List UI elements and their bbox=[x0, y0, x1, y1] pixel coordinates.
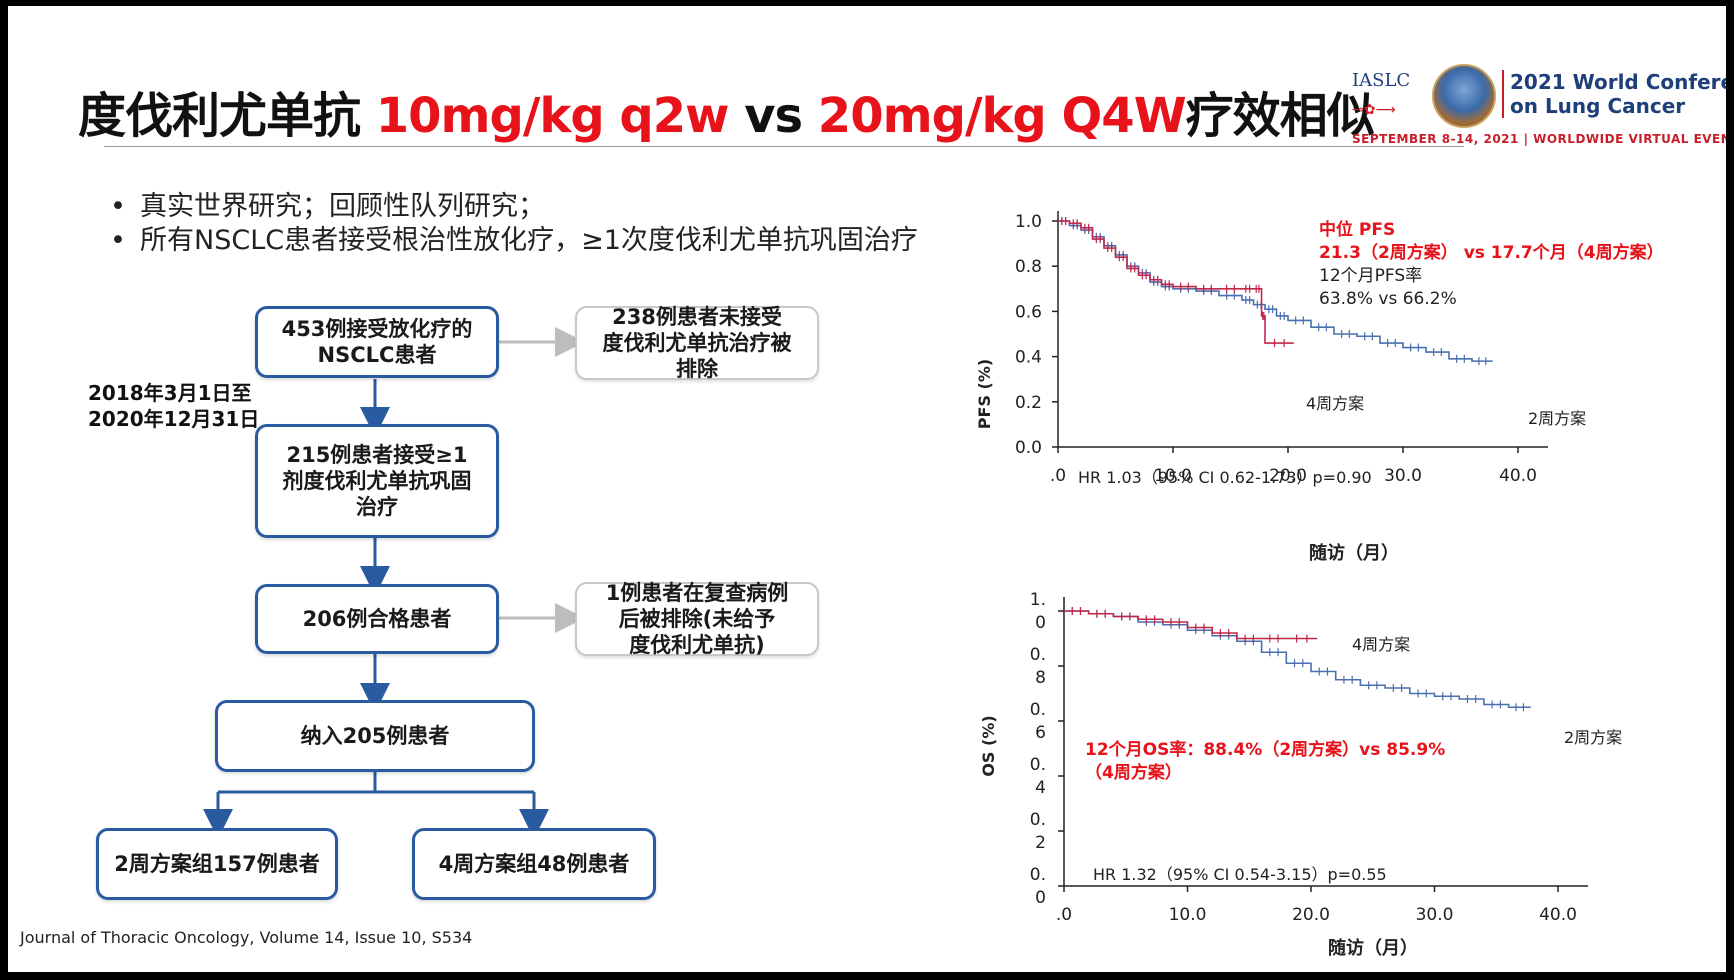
bullet-dot-icon: • bbox=[110, 225, 126, 256]
os-y-tick-label: 0. bbox=[1030, 810, 1046, 830]
citation: Journal of Thoracic Oncology, Volume 14,… bbox=[20, 928, 473, 947]
os-x-tick-label: .0 bbox=[1056, 905, 1072, 925]
lung-icon: ⊸✿⟶ bbox=[1352, 102, 1396, 118]
title-part4: 20mg/kg Q4W bbox=[817, 88, 1187, 144]
pfs-series-line-1 bbox=[1058, 220, 1294, 344]
flow-box-q4w-48: 4周方案组48例患者 bbox=[412, 828, 656, 900]
flow-box-205: 纳入205例患者 bbox=[215, 700, 535, 772]
os-x-tick-label: 30.0 bbox=[1416, 905, 1454, 925]
pfs-x-tick-label: 10.0 bbox=[1154, 466, 1192, 486]
pfs-annotation-12m-label: 12个月PFS率 bbox=[1319, 266, 1422, 286]
os-y-tick-label: 0 bbox=[1035, 888, 1046, 908]
os-x-tick-label: 10.0 bbox=[1169, 905, 1207, 925]
pfs-x-tick-label: 40.0 bbox=[1499, 466, 1537, 486]
pfs-ylabel: PFS (%) bbox=[975, 359, 994, 429]
os-y-tick-label: 0. bbox=[1030, 755, 1046, 775]
pfs-y-tick-label: 0.8 bbox=[1015, 257, 1042, 277]
os-annotation-line2: （4周方案） bbox=[1085, 762, 1182, 783]
pfs-x-tick-label: .0 bbox=[1050, 466, 1066, 486]
title-part2: 10mg/kg q2w bbox=[375, 88, 730, 144]
flow-box-215: 215例患者接受≥1 剂度伐利尤单抗巩固 治疗 bbox=[255, 424, 499, 538]
os-y-tick-label: 0 bbox=[1035, 613, 1046, 633]
pfs-y-tick-label: 1.0 bbox=[1015, 212, 1042, 232]
pfs-x-tick-label: 20.0 bbox=[1269, 466, 1307, 486]
os-series-label-q4w: 4周方案 bbox=[1352, 635, 1410, 654]
os-series-label-q2w: 2周方案 bbox=[1564, 728, 1622, 747]
logo-line2: on Lung Cancer bbox=[1510, 94, 1686, 118]
os-km-chart: .0 10.0 20.0 30.0 40.0 0. 0 0. 2 0. 4 0. 6 0. 8 1. 0 OS … bbox=[979, 591, 1622, 959]
pfs-y-tick-label: 0.0 bbox=[1015, 438, 1042, 458]
bullet-item: • 真实世界研究；回顾性队列研究； bbox=[110, 191, 545, 222]
page-title: 度伐利尤单抗 10mg/kg q2w vs 20mg/kg Q4W疗效相似 bbox=[78, 76, 1375, 146]
os-annotation-line1: 12个月OS率：88.4%（2周方案）vs 85.9% bbox=[1085, 739, 1445, 760]
os-x-tick-label: 40.0 bbox=[1539, 905, 1577, 925]
logo-divider bbox=[1502, 70, 1504, 118]
flow-box-excluded-1: 1例患者在复查病例 后被排除(未给予 度伐利尤单抗) bbox=[575, 581, 819, 657]
pfs-km-chart: .0 10.0 20.0 30.0 40.0 0.0 0.2 0.4 0.6 0.8 1.0 PFS… bbox=[975, 211, 1658, 564]
flow-box-q2w-157: 2周方案组157例患者 bbox=[96, 828, 338, 900]
os-xlabel: 随访（月） bbox=[1328, 937, 1418, 959]
conference-logo: IASLC ⊸✿⟶ 2021 World Conference on Lung … bbox=[1352, 62, 1726, 154]
os-series-line-0 bbox=[1064, 610, 1531, 709]
study-period: 2018年3月1日至 2020年12月31日 bbox=[88, 381, 260, 431]
bullet-item: • 所有NSCLC患者接受根治性放化疗，≥1次度伐利尤单抗巩固治疗 bbox=[110, 225, 918, 256]
flow-box-206: 206例合格患者 bbox=[255, 584, 499, 654]
pfs-y-tick-label: 0.6 bbox=[1015, 302, 1042, 322]
logo-dates: SEPTEMBER 8-14, 2021 | WORLDWIDE VIRTUAL… bbox=[1352, 132, 1726, 146]
city-emblem-icon bbox=[1432, 64, 1496, 128]
pfs-annotation-median: 21.3（2周方案） vs 17.7个月（4周方案） bbox=[1319, 242, 1658, 263]
pfs-series-line-0 bbox=[1058, 220, 1493, 362]
pfs-series-label-q2w: 2周方案 bbox=[1528, 409, 1586, 428]
logo-org: IASLC bbox=[1352, 70, 1411, 91]
pfs-x-tick-label: 30.0 bbox=[1384, 466, 1422, 486]
flow-box-453: 453例接受放化疗的 NSCLC患者 bbox=[255, 306, 499, 378]
pfs-y-tick-label: 0.4 bbox=[1015, 348, 1042, 368]
os-y-tick-label: 4 bbox=[1035, 778, 1046, 798]
logo-line1: 2021 World Conference bbox=[1510, 70, 1726, 94]
slide: 度伐利尤单抗 10mg/kg q2w vs 20mg/kg Q4W疗效相似 IA… bbox=[8, 6, 1726, 972]
os-y-tick-label: 8 bbox=[1035, 668, 1046, 688]
pfs-y-tick-label: 0.2 bbox=[1015, 393, 1042, 413]
title-divider bbox=[104, 146, 1464, 147]
pfs-annotation-12m-values: 63.8% vs 66.2% bbox=[1319, 289, 1457, 309]
title-part1: 度伐利尤单抗 bbox=[78, 88, 376, 144]
os-y-tick-label: 6 bbox=[1035, 723, 1046, 743]
os-x-tick-label: 20.0 bbox=[1292, 905, 1330, 925]
flow-box-excluded-238: 238例患者未接受 度伐利尤单抗治疗被 排除 bbox=[575, 305, 819, 381]
pfs-xlabel: 随访（月） bbox=[1309, 542, 1399, 564]
os-y-tick-label: 2 bbox=[1035, 833, 1046, 853]
pfs-annotation-title: 中位 PFS bbox=[1319, 219, 1395, 240]
title-part3: vs bbox=[728, 88, 818, 144]
os-y-tick-label: 0. bbox=[1030, 700, 1046, 720]
os-series-line-1 bbox=[1064, 610, 1318, 640]
os-y-tick-label: 0. bbox=[1030, 865, 1046, 885]
os-ylabel: OS (%) bbox=[979, 715, 998, 776]
bullet-list: • 真实世界研究；回顾性队列研究； • 所有NSCLC患者接受根治性放化疗，≥1次度… bbox=[110, 190, 918, 258]
bullet-dot-icon: • bbox=[110, 191, 126, 222]
os-y-tick-label: 1. bbox=[1030, 591, 1046, 610]
pfs-series-label-q4w: 4周方案 bbox=[1306, 394, 1364, 413]
os-y-tick-label: 0. bbox=[1030, 645, 1046, 665]
pfs-hr-text: HR 1.03（95% CI 0.62-1.73）p=0.90 bbox=[1078, 468, 1372, 487]
title-part5: 疗效相似 bbox=[1185, 88, 1375, 144]
os-hr-text: HR 1.32（95% CI 0.54-3.15）p=0.55 bbox=[1093, 865, 1387, 884]
